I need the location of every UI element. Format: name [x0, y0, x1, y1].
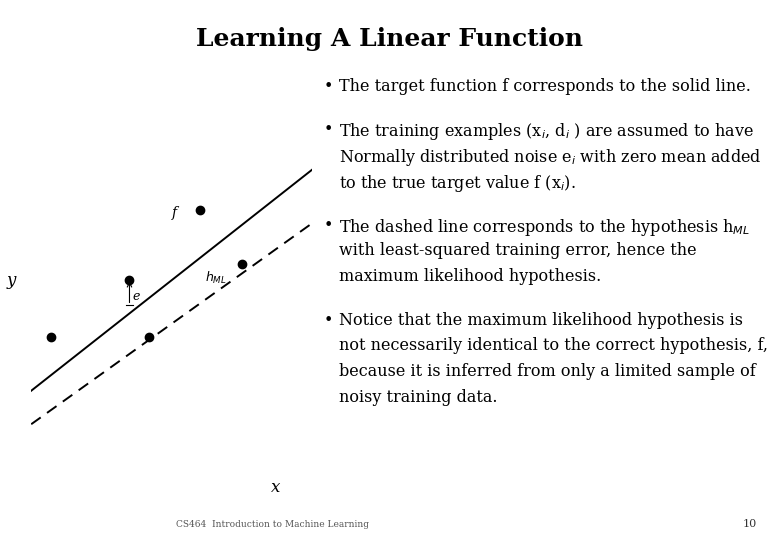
- Text: x: x: [271, 480, 280, 496]
- Text: CS464  Introduction to Machine Learning: CS464 Introduction to Machine Learning: [176, 520, 370, 529]
- Text: noisy training data.: noisy training data.: [339, 389, 498, 406]
- Text: Learning A Linear Function: Learning A Linear Function: [197, 27, 583, 51]
- Text: $h_{ML}$: $h_{ML}$: [205, 270, 227, 286]
- Text: •: •: [324, 122, 333, 138]
- Text: •: •: [324, 312, 333, 328]
- Text: •: •: [324, 217, 333, 233]
- Text: Normally distributed noise e$_i$ with zero mean added: Normally distributed noise e$_i$ with ze…: [339, 147, 762, 168]
- Text: because it is inferred from only a limited sample of: because it is inferred from only a limit…: [339, 363, 756, 380]
- Text: •: •: [324, 78, 333, 95]
- Text: The dashed line corresponds to the hypothesis h$_{ML}$: The dashed line corresponds to the hypot…: [339, 217, 750, 238]
- Text: with least-squared training error, hence the: with least-squared training error, hence…: [339, 242, 697, 259]
- Text: maximum likelihood hypothesis.: maximum likelihood hypothesis.: [339, 268, 601, 285]
- Text: The training examples (x$_i$, d$_i$ ) are assumed to have: The training examples (x$_i$, d$_i$ ) ar…: [339, 122, 754, 143]
- Text: The target function f corresponds to the solid line.: The target function f corresponds to the…: [339, 78, 751, 95]
- Text: Notice that the maximum likelihood hypothesis is: Notice that the maximum likelihood hypot…: [339, 312, 743, 328]
- Text: e: e: [133, 291, 140, 303]
- Text: y: y: [7, 272, 16, 289]
- Text: not necessarily identical to the correct hypothesis, f,: not necessarily identical to the correct…: [339, 338, 768, 354]
- Text: to the true target value f (x$_i$).: to the true target value f (x$_i$).: [339, 173, 576, 194]
- Text: 10: 10: [743, 519, 757, 529]
- Text: f: f: [172, 206, 177, 220]
